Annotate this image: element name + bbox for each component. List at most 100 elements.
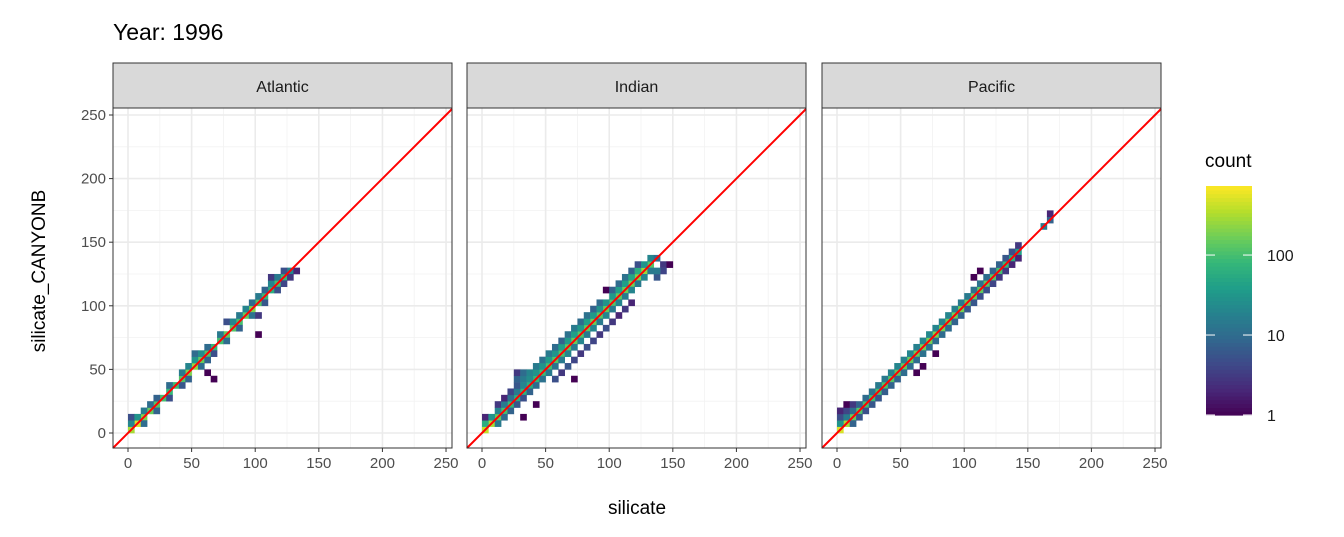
bin-tile: [494, 420, 502, 427]
x-tick-label: 0: [833, 455, 841, 472]
legend-colorbar-segment: [1206, 227, 1252, 233]
x-tick-label: 250: [1143, 455, 1168, 472]
legend-colorbar-segment: [1206, 296, 1252, 302]
legend-colorbar-segment: [1206, 212, 1252, 218]
bin-tile: [849, 401, 857, 408]
y-tick-label: 200: [81, 171, 106, 188]
legend-colorbar-segment: [1206, 197, 1252, 202]
x-tick-label: 200: [724, 455, 749, 472]
bin-tile: [932, 350, 940, 357]
bin-tile: [951, 318, 959, 326]
legend-colorbar-segment: [1206, 243, 1252, 248]
identity-reference-line: [821, 108, 1162, 449]
color-legend: count 1 10 100: [1205, 151, 1294, 425]
bin-tile: [293, 267, 301, 275]
bin-tile: [641, 261, 648, 268]
bin-tile: [532, 401, 540, 408]
legend-colorbar-segment: [1206, 250, 1252, 256]
bin-tile: [849, 407, 857, 415]
bin-tile: [900, 356, 908, 364]
bin-tile: [989, 280, 997, 288]
legend-colorbar-segment: [1206, 357, 1252, 363]
legend-colorbar-segment: [1206, 254, 1252, 260]
y-tick-label: 150: [81, 234, 106, 251]
bin-tile: [996, 273, 1003, 281]
bin-tile: [507, 407, 515, 415]
bin-tile: [964, 293, 971, 300]
panel-border: [821, 107, 1162, 449]
x-tick-label: 0: [124, 455, 132, 472]
bin-tile: [913, 343, 920, 351]
bin-tile: [532, 369, 540, 377]
bin-tile: [507, 394, 515, 402]
bin-tile: [513, 369, 521, 377]
bin-tile: [938, 318, 946, 326]
bin-tile: [280, 267, 288, 275]
legend-colorbar-segment: [1206, 231, 1252, 237]
bin-tile: [532, 363, 540, 370]
bin-tile: [564, 363, 572, 370]
bin-tile: [615, 286, 623, 294]
legend-colorbar-segment: [1206, 395, 1252, 401]
bin-tile: [596, 299, 604, 307]
bin-tile: [223, 337, 231, 345]
bin-tile: [261, 286, 269, 294]
bin-tile: [919, 337, 927, 345]
facet-strip-label: Pacific: [968, 79, 1015, 96]
bin-tile: [894, 363, 901, 370]
bin-tile: [634, 261, 642, 268]
bin-tile: [1015, 254, 1022, 262]
bin-tile: [539, 356, 546, 364]
legend-colorbar-segment: [1206, 277, 1252, 283]
legend-colorbar-segment: [1206, 392, 1252, 397]
bin-tile: [1015, 242, 1022, 249]
y-axis-title: silicate_CANYONB: [29, 190, 50, 353]
bin-tile: [602, 299, 610, 307]
legend-colorbar-segment: [1206, 266, 1252, 271]
legend-colorbar-segment: [1206, 350, 1252, 355]
bin-tile: [875, 394, 882, 402]
bin-tile: [482, 413, 489, 421]
bin-tile: [590, 337, 597, 345]
bin-tile: [932, 337, 940, 345]
y-tick-label: 0: [98, 425, 106, 442]
bin-tile: [134, 413, 142, 421]
bin-tile: [507, 388, 515, 396]
legend-colorbar-segment: [1206, 319, 1252, 324]
legend-colorbar-segment: [1206, 365, 1252, 370]
bin-tile: [210, 350, 218, 357]
x-tick-label: 50: [183, 455, 200, 472]
bin-tile: [185, 375, 192, 383]
bin-tile: [577, 337, 585, 345]
x-tick-label: 200: [1079, 455, 1104, 472]
bin-tile: [583, 331, 591, 338]
bin-tile: [615, 280, 623, 288]
bin-tile: [837, 407, 844, 415]
legend-colorbar-segment: [1206, 369, 1252, 374]
bin-tile: [513, 388, 521, 396]
bin-tile: [153, 407, 161, 415]
bin-tile: [653, 273, 661, 281]
identity-reference-line: [112, 108, 453, 449]
bin-tile: [520, 375, 527, 383]
bin-tile: [261, 299, 269, 307]
bin-tile: [204, 343, 211, 351]
bin-tile: [520, 413, 527, 421]
bin-tile: [178, 369, 186, 377]
bin-tile: [615, 312, 623, 319]
legend-colorbar-segment: [1206, 269, 1252, 275]
legend-title: count: [1205, 151, 1252, 172]
bin-tile: [609, 286, 616, 294]
legend-colorbar-segment: [1206, 189, 1252, 195]
bin-tile: [868, 388, 876, 396]
bin-tile: [532, 382, 540, 389]
bin-tile: [248, 312, 256, 319]
x-tick-label: 250: [434, 455, 459, 472]
bin-tile: [128, 413, 135, 421]
bin-tile: [147, 401, 154, 408]
legend-colorbar-segment: [1206, 334, 1252, 340]
bin-tile: [970, 273, 978, 281]
legend-colorbar-segment: [1206, 384, 1252, 389]
